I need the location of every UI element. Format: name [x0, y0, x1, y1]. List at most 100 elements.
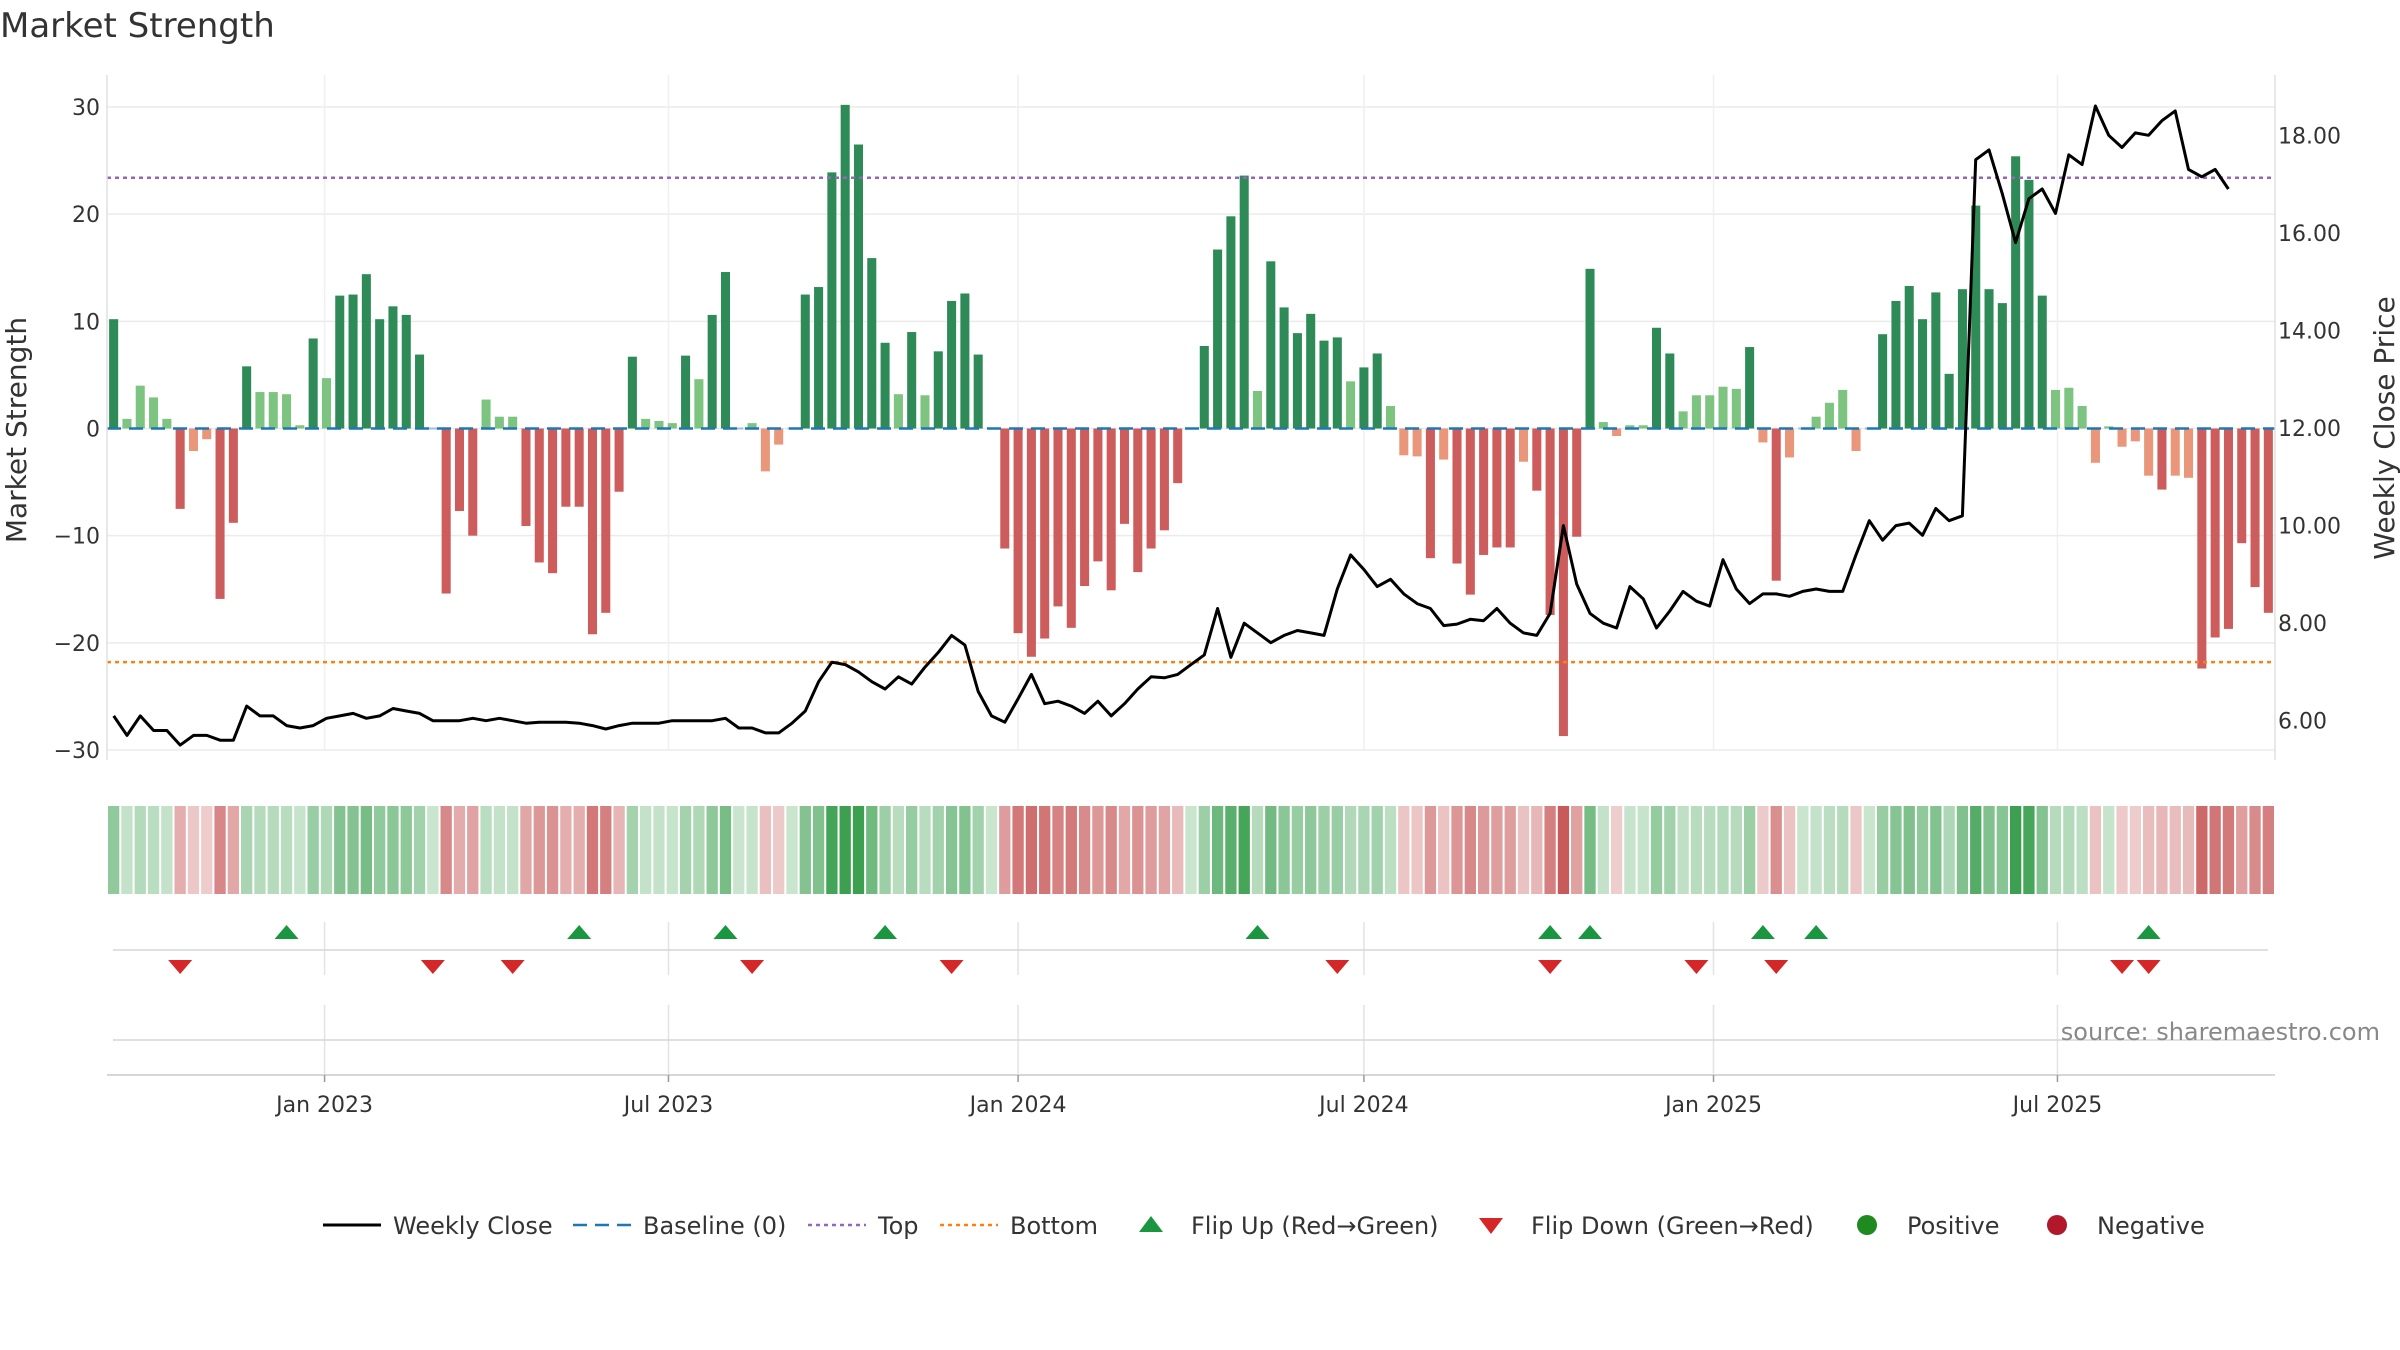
strength-bar: [681, 355, 691, 429]
flip-up-marker: [1578, 925, 1603, 939]
flip-markers: [113, 925, 2268, 974]
flip-down-marker: [420, 960, 445, 974]
heat-cell: [2196, 806, 2208, 894]
strength-bar: [415, 354, 425, 429]
heat-cell: [1770, 806, 1782, 894]
heat-cell: [1983, 806, 1995, 894]
strength-bar: [2104, 426, 2114, 429]
strength-bar: [1691, 395, 1701, 429]
legend-item: Baseline (0): [573, 1212, 786, 1240]
close-line-layer: [112, 104, 2230, 747]
heat-cell: [374, 806, 386, 894]
strength-bar: [1851, 428, 1861, 452]
strength-bar: [667, 423, 677, 429]
heat-cell: [1105, 806, 1117, 894]
strength-bar: [1346, 381, 1356, 429]
strength-bar: [428, 427, 438, 430]
strength-bar: [1239, 175, 1249, 429]
legend-triangle-down-icon: [1479, 1218, 1503, 1234]
heat-cell: [839, 806, 851, 894]
heat-cell: [440, 806, 452, 894]
strength-bar: [893, 394, 903, 429]
heat-cell: [360, 806, 373, 894]
legend-item: Weekly Close: [323, 1212, 553, 1240]
strength-bar: [481, 399, 491, 429]
strength-bar: [521, 428, 531, 527]
heat-cell: [1504, 806, 1516, 894]
flip-up-marker: [274, 925, 299, 939]
strength-bar: [707, 314, 717, 429]
strength-bar: [188, 428, 198, 452]
strength-bar: [1000, 428, 1010, 549]
heat-cell: [1172, 806, 1184, 894]
strength-bar: [361, 274, 371, 429]
heat-cell: [733, 806, 745, 894]
strength-bar: [1558, 428, 1568, 737]
strength-bar: [827, 172, 837, 429]
strength-bar: [734, 427, 744, 430]
heat-cell: [2063, 806, 2075, 894]
heat-cell: [2236, 806, 2248, 894]
strength-bar: [1758, 428, 1768, 443]
right-tick-label: 8.00: [2278, 612, 2327, 637]
heat-cell: [1305, 806, 1317, 894]
x-axis: Jan 2023 Jul 2023 Jan 2024 Jul 2024 Jan 2025…: [107, 1039, 2275, 1118]
heat-cell: [1610, 806, 1623, 894]
strength-bar: [508, 416, 518, 429]
heat-cell: [1557, 806, 1570, 894]
flip-up-marker: [567, 925, 592, 939]
heat-cell: [1491, 806, 1503, 894]
strength-bar: [1651, 327, 1662, 429]
heat-cell: [1544, 806, 1556, 894]
heat-cell: [892, 806, 905, 894]
heat-cell: [467, 806, 479, 894]
heat-cell: [666, 806, 678, 894]
strength-bar: [694, 379, 704, 429]
heat-cell: [600, 806, 612, 894]
strength-bar: [242, 366, 252, 429]
strength-bar: [1598, 422, 1608, 429]
strength-bar: [109, 319, 119, 429]
strength-bar: [1119, 428, 1130, 524]
heat-cell: [1677, 806, 1689, 894]
heat-cell: [852, 806, 865, 894]
heat-cell: [187, 806, 200, 894]
heat-cell: [1318, 806, 1330, 894]
heat-cell: [1863, 806, 1875, 894]
strength-bar: [2263, 428, 2273, 613]
heat-cell: [1970, 806, 1982, 894]
strength-bar: [814, 287, 824, 429]
legend-item: Flip Down (Green→Red): [1479, 1212, 1814, 1240]
heat-cell: [1597, 806, 1609, 894]
strength-bar: [1518, 428, 1529, 462]
flip-down-marker: [1684, 960, 1709, 974]
strength-bar: [1585, 268, 1595, 429]
strength-bar: [2064, 387, 2074, 429]
flip-up-marker: [1538, 925, 1563, 939]
strength-bar: [853, 144, 864, 429]
strength-bar: [1891, 300, 1901, 429]
strength-bar: [1944, 373, 1954, 429]
heat-cell: [1890, 806, 1902, 894]
heat-cell: [2209, 806, 2221, 894]
heat-cell: [1225, 806, 1237, 894]
strength-bar: [880, 342, 890, 429]
strength-bar: [1918, 319, 1928, 429]
flip-down-marker: [740, 960, 765, 974]
heat-cell: [1185, 806, 1197, 894]
strength-bar: [1452, 428, 1462, 564]
heat-cell: [1078, 806, 1091, 894]
flip-down-marker: [1325, 960, 1350, 974]
x-tick-label: Jul 2024: [1317, 1093, 1409, 1118]
heat-cell: [1730, 806, 1742, 894]
legend-circle-icon: [1857, 1215, 1877, 1235]
heat-cell: [1118, 806, 1131, 894]
axes: 30 20 10 0 −10 −20 −30 18.00 16.00 14.00 12.00 10.0…: [0, 75, 2400, 764]
heat-cell: [1837, 806, 1849, 894]
x-tick-label: Jan 2025: [1663, 1093, 1762, 1118]
right-tick-label: 12.00: [2278, 417, 2341, 442]
heat-cell: [1664, 806, 1676, 894]
strength-bar: [2157, 428, 2167, 490]
right-tick-label: 10.00: [2278, 515, 2341, 540]
strength-bar: [2130, 428, 2140, 442]
